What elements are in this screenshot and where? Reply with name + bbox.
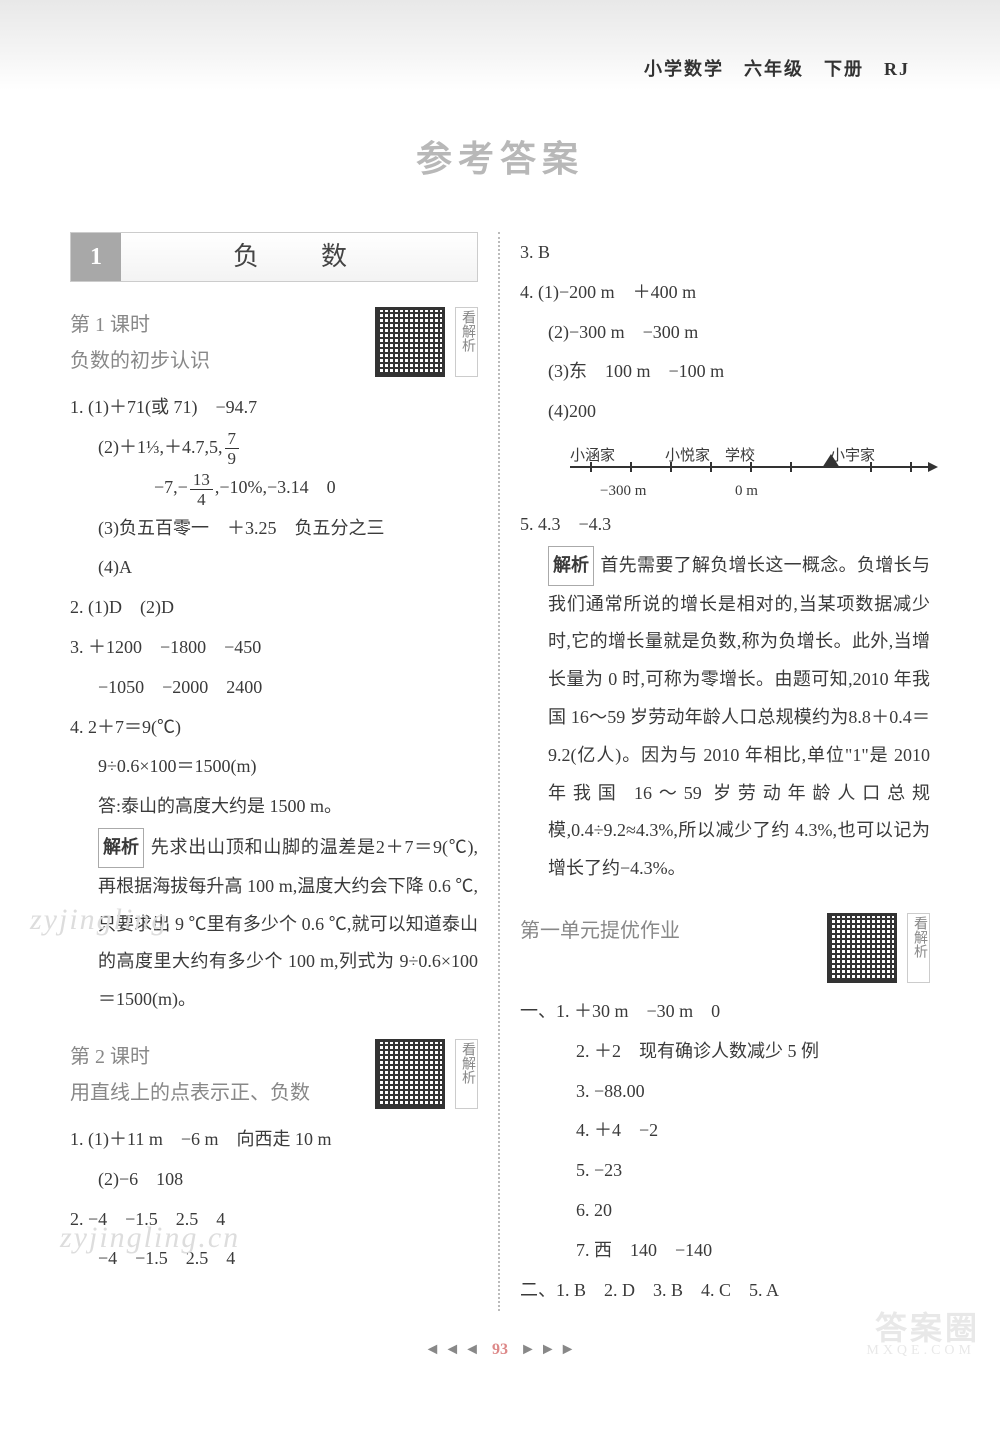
qr-code-icon bbox=[375, 307, 445, 377]
lesson-1-title: 负数的初步认识 bbox=[70, 343, 365, 379]
qr-code-icon bbox=[827, 913, 897, 983]
corner-logo-sub: MXQE.COM bbox=[866, 1343, 975, 1359]
qr-code-icon bbox=[375, 1039, 445, 1109]
page-number: 93 bbox=[492, 1341, 508, 1358]
answer-text: −7,−134,−10%,−3.14 0 bbox=[70, 469, 478, 507]
footer-arrows-right: ► ► ► bbox=[520, 1341, 576, 1358]
main-title: 参考答案 bbox=[0, 130, 1000, 182]
lesson-2-title: 用直线上的点表示正、负数 bbox=[70, 1075, 365, 1111]
answer-text: 二、1. B 2. D 3. B 4. C 5. A bbox=[520, 1272, 930, 1310]
qr-label: 看解析 bbox=[455, 1039, 478, 1109]
analysis-tag: 解析 bbox=[548, 546, 594, 586]
answer-text: −4 −1.5 2.5 4 bbox=[70, 1240, 478, 1278]
numline-label: 0 m bbox=[735, 476, 758, 508]
answer-text: 6. 20 bbox=[520, 1192, 930, 1230]
answer-text: (4)A bbox=[70, 549, 478, 587]
number-line-diagram: 小涵家 小悦家 学校 小宇家 −300 m 0 m bbox=[570, 441, 930, 496]
answer-text: (3)负五百零一 ＋3.25 负五分之三 bbox=[70, 510, 478, 548]
answer-text: zyjingling.cn 2. −4 −1.5 2.5 4 bbox=[70, 1201, 478, 1239]
unit-header: 第一单元提优作业 看解析 bbox=[520, 913, 930, 983]
answer-text: 1. (1)＋11 m −6 m 向西走 10 m bbox=[70, 1121, 478, 1159]
qr-label: 看解析 bbox=[907, 913, 930, 983]
answer-text: 3. B bbox=[520, 234, 930, 272]
answer-text: 9÷0.6×100＝1500(m) bbox=[70, 748, 478, 786]
answer-text: 2. ＋2 现有确诊人数减少 5 例 bbox=[520, 1033, 930, 1071]
answer-text: 1. (1)＋71(或 71) −94.7 bbox=[70, 389, 478, 427]
answer-text: (3)东 100 m −100 m bbox=[520, 353, 930, 391]
lesson-1-header: 第 1 课时 负数的初步认识 看解析 bbox=[70, 307, 478, 379]
answer-text: 5. −23 bbox=[520, 1152, 930, 1190]
answer-text: 3. ＋1200 −1800 −450 bbox=[70, 629, 478, 667]
answer-text: 一、1. ＋30 m −30 m 0 bbox=[520, 993, 930, 1031]
left-column: 1 负 数 第 1 课时 负数的初步认识 看解析 1. (1)＋71(或 71)… bbox=[70, 232, 498, 1311]
answer-text: (4)200 bbox=[520, 393, 930, 431]
answer-text: 2. (1)D (2)D bbox=[70, 589, 478, 627]
analysis-tag: 解析 bbox=[98, 828, 144, 868]
answer-text: 3. −88.00 bbox=[520, 1073, 930, 1111]
chapter-header: 1 负 数 bbox=[70, 232, 478, 282]
lesson-2-num: 第 2 课时 bbox=[70, 1039, 365, 1075]
qr-label: 看解析 bbox=[455, 307, 478, 377]
unit-title: 第一单元提优作业 bbox=[520, 913, 817, 949]
answer-text: 4. ＋4 −2 bbox=[520, 1112, 930, 1150]
page-footer: ◄ ◄ ◄ 93 ► ► ► bbox=[0, 1341, 1000, 1359]
chapter-title: 负 数 bbox=[121, 230, 477, 285]
answer-text: 7. 西 140 −140 bbox=[520, 1232, 930, 1270]
content-columns: 1 负 数 第 1 课时 负数的初步认识 看解析 1. (1)＋71(或 71)… bbox=[0, 232, 1000, 1311]
answer-text: 4. (1)−200 m ＋400 m bbox=[520, 274, 930, 312]
answer-text: −1050 −2000 2400 bbox=[70, 669, 478, 707]
analysis-block: zyjingling 解析先求出山顶和山脚的温差是2＋7＝9(℃),再根据海拔每… bbox=[70, 828, 478, 1019]
chapter-number: 1 bbox=[71, 233, 121, 281]
footer-arrows-left: ◄ ◄ ◄ bbox=[424, 1341, 480, 1358]
answer-text: (2)−300 m −300 m bbox=[520, 314, 930, 352]
lesson-2-header: 第 2 课时 用直线上的点表示正、负数 看解析 bbox=[70, 1039, 478, 1111]
page-header: 小学数学 六年级 下册 RJ bbox=[0, 0, 1000, 90]
header-text: 小学数学 六年级 下册 RJ bbox=[644, 55, 910, 81]
answer-text: 4. 2＋7＝9(℃) bbox=[70, 709, 478, 747]
answer-text: 答:泰山的高度大约是 1500 m。 bbox=[70, 788, 478, 826]
analysis-block: 解析首先需要了解负增长这一概念。负增长与我们通常所说的增长是相对的,当某项数据减… bbox=[520, 546, 930, 888]
answer-text: 5. 4.3 −4.3 bbox=[520, 506, 930, 544]
right-column: 3. B 4. (1)−200 m ＋400 m (2)−300 m −300 … bbox=[498, 232, 930, 1311]
numline-label: −300 m bbox=[600, 476, 646, 508]
answer-text: (2)−6 108 bbox=[70, 1161, 478, 1199]
lesson-1-num: 第 1 课时 bbox=[70, 307, 365, 343]
answer-text: (2)＋1⅓,＋4.7,5,79 bbox=[70, 429, 478, 467]
